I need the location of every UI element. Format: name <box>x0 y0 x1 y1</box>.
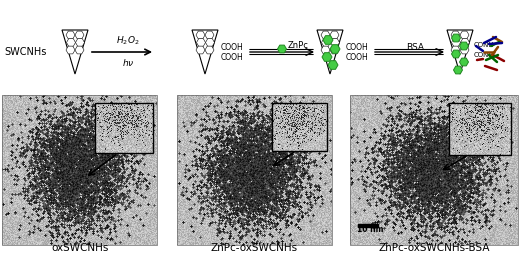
Polygon shape <box>205 39 215 47</box>
Polygon shape <box>447 30 473 74</box>
Text: BSA: BSA <box>406 42 424 51</box>
Polygon shape <box>451 31 460 39</box>
Polygon shape <box>321 31 330 39</box>
Bar <box>2 95 157 245</box>
Text: ZnPc: ZnPc <box>288 41 309 50</box>
Polygon shape <box>460 42 469 50</box>
Text: ZnPc-oxSWCNHs-BSA: ZnPc-oxSWCNHs-BSA <box>378 243 490 253</box>
Polygon shape <box>322 53 332 61</box>
Polygon shape <box>66 31 75 39</box>
Text: 10 nm: 10 nm <box>357 225 384 234</box>
Text: $H_2O_2$: $H_2O_2$ <box>116 34 140 47</box>
Bar <box>272 103 327 151</box>
Text: oxSWCNHs: oxSWCNHs <box>51 243 109 253</box>
Text: CONH: CONH <box>474 52 495 58</box>
Text: COOH: COOH <box>221 42 244 51</box>
Polygon shape <box>451 34 461 42</box>
Polygon shape <box>321 46 330 54</box>
Polygon shape <box>460 46 469 54</box>
Polygon shape <box>205 46 214 54</box>
Text: COOH: COOH <box>221 52 244 61</box>
Polygon shape <box>67 39 75 47</box>
Polygon shape <box>196 46 205 54</box>
Text: SWCNHs: SWCNHs <box>4 47 46 57</box>
Polygon shape <box>460 31 469 39</box>
Text: ZnPc-oxSWCNHs: ZnPc-oxSWCNHs <box>211 243 297 253</box>
Text: $h\nu$: $h\nu$ <box>122 57 134 68</box>
Polygon shape <box>197 39 205 47</box>
Polygon shape <box>330 31 339 39</box>
Polygon shape <box>461 39 470 47</box>
Polygon shape <box>331 39 340 47</box>
Polygon shape <box>451 46 460 54</box>
Polygon shape <box>330 45 340 53</box>
Polygon shape <box>451 50 461 58</box>
Polygon shape <box>75 31 84 39</box>
Polygon shape <box>196 31 205 39</box>
Polygon shape <box>330 46 339 54</box>
Bar <box>350 95 518 245</box>
Polygon shape <box>192 30 218 74</box>
Polygon shape <box>278 45 287 53</box>
Bar <box>177 95 332 245</box>
Polygon shape <box>66 46 75 54</box>
Polygon shape <box>75 39 84 47</box>
Polygon shape <box>453 66 462 74</box>
Polygon shape <box>323 36 333 44</box>
Text: COOH: COOH <box>346 52 369 61</box>
Polygon shape <box>62 30 88 74</box>
Polygon shape <box>451 39 461 47</box>
Bar <box>449 103 511 155</box>
Polygon shape <box>317 30 343 74</box>
Polygon shape <box>460 58 469 66</box>
Polygon shape <box>205 31 214 39</box>
Bar <box>95 103 153 153</box>
Polygon shape <box>75 46 84 54</box>
Polygon shape <box>321 39 331 47</box>
Bar <box>358 224 378 227</box>
Text: CONH: CONH <box>474 42 495 48</box>
Polygon shape <box>328 61 338 69</box>
Text: COOH: COOH <box>346 42 369 51</box>
